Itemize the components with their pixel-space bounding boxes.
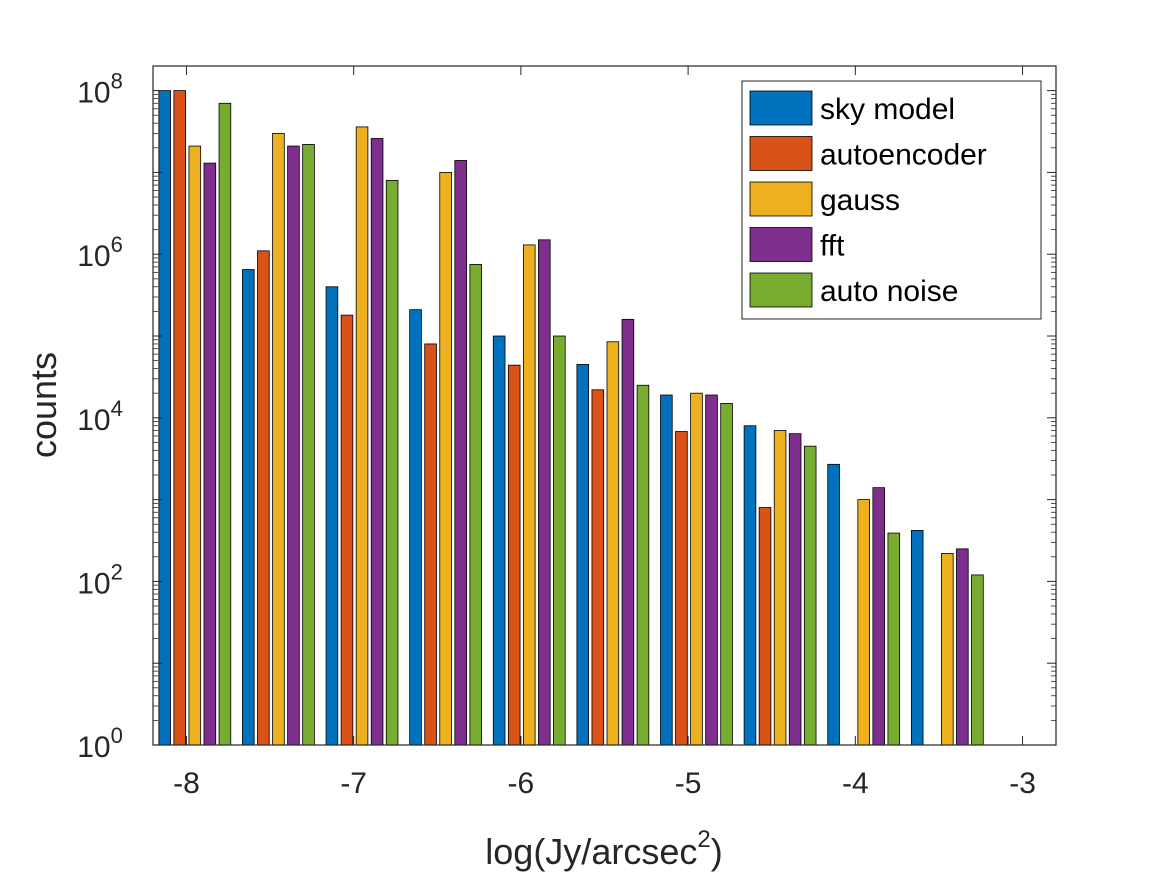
bar-fft	[538, 239, 551, 746]
bar-sky-model	[743, 425, 757, 746]
bar-autoencoder	[424, 343, 437, 746]
y-axis-label: counts	[23, 352, 64, 458]
bar-sky-model	[242, 269, 255, 746]
bar-auto-noise	[887, 532, 901, 746]
x-tick-label: -8	[173, 767, 200, 800]
bar-fft	[287, 145, 300, 746]
x-tick-label: -3	[1009, 767, 1036, 800]
legend-label: gauss	[820, 184, 900, 217]
bar-fft	[621, 318, 635, 746]
bar-gauss	[272, 132, 285, 746]
bar-auto-noise	[302, 144, 315, 746]
bar-fft	[370, 138, 384, 746]
x-tick-labels: -8 -7 -6 -5 -4 -3	[173, 767, 1036, 800]
ticks-group	[153, 65, 1056, 746]
y-tick-label: 108	[77, 69, 123, 110]
bar-gauss	[857, 499, 870, 746]
legend: sky model autoencoder gauss fft auto noise	[741, 80, 1042, 320]
y-tick-base: 10	[77, 567, 110, 600]
bar-auto-noise	[385, 179, 399, 746]
bar-gauss	[606, 341, 620, 746]
bar-gauss	[690, 392, 703, 746]
bar-fft	[454, 160, 467, 746]
bar-auto-noise	[636, 384, 650, 746]
bar-autoencoder	[257, 250, 270, 746]
y-tick-exponent: 8	[111, 69, 123, 94]
legend-swatch	[749, 90, 813, 126]
legend-label: autoencoder	[820, 139, 987, 172]
plot-frame	[152, 65, 1057, 746]
bar-autoencoder	[340, 314, 354, 746]
legend-swatch	[749, 136, 813, 171]
bar-gauss	[355, 126, 369, 746]
bar-fft	[956, 548, 969, 746]
x-axis-label-superscript: 2	[697, 826, 710, 853]
bar-sky-model	[660, 394, 673, 746]
x-tick-label: -7	[340, 767, 367, 800]
bar-fft	[705, 394, 718, 746]
bar-auto-noise	[218, 102, 232, 746]
legend-label: auto noise	[820, 275, 958, 308]
legend-swatch	[749, 227, 813, 262]
y-tick-exponent: 2	[111, 559, 123, 584]
y-tick-label: 106	[77, 232, 123, 273]
bar-gauss	[188, 145, 202, 746]
bar-auto-noise	[720, 403, 733, 746]
bar-sky-model	[827, 463, 840, 746]
legend-swatch	[749, 181, 813, 217]
y-tick-label: 104	[77, 396, 123, 437]
legend-label: fft	[820, 230, 845, 263]
bar-fft	[872, 487, 886, 746]
x-axis-label-text: log(Jy/arcsec	[485, 831, 697, 872]
y-tick-exponent: 4	[111, 396, 123, 421]
x-axis-label-close: )	[711, 831, 723, 872]
bar-auto-noise	[971, 574, 984, 746]
bar-autoencoder	[173, 90, 187, 746]
y-tick-base: 10	[77, 731, 110, 764]
x-tick-label: -4	[842, 767, 869, 800]
y-tick-label: 102	[77, 559, 123, 600]
y-tick-exponent: 6	[111, 232, 123, 257]
y-tick-exponent: 0	[111, 723, 123, 748]
bar-auto-noise	[553, 335, 566, 746]
bar-autoencoder	[507, 364, 521, 746]
bar-autoencoder	[675, 431, 688, 746]
bar-sky-model	[910, 530, 924, 746]
x-tick-label: -6	[508, 767, 535, 800]
bar-sky-model	[576, 363, 590, 746]
bar-gauss	[773, 430, 787, 746]
bar-sky-model	[409, 309, 422, 746]
bar-fft	[203, 162, 217, 746]
legend-label: sky model	[820, 93, 955, 126]
bar-auto-noise	[803, 445, 817, 746]
x-axis-label: log(Jy/arcsec2)	[485, 826, 722, 872]
y-tick-base: 10	[77, 404, 110, 437]
bar-auto-noise	[469, 264, 483, 746]
bar-gauss	[439, 172, 452, 746]
bar-fft	[788, 433, 802, 746]
legend-swatch	[749, 272, 813, 308]
y-tick-base: 10	[77, 77, 110, 110]
y-tick-label: 100	[77, 723, 123, 764]
bar-sky-model	[325, 286, 339, 746]
bar-gauss	[522, 244, 536, 746]
bar-gauss	[941, 552, 954, 746]
bar-autoencoder	[758, 507, 772, 746]
y-tick-base: 10	[77, 240, 110, 273]
bar-autoencoder	[591, 389, 605, 746]
x-tick-label: -5	[675, 767, 702, 800]
bar-sky-model	[492, 335, 506, 746]
